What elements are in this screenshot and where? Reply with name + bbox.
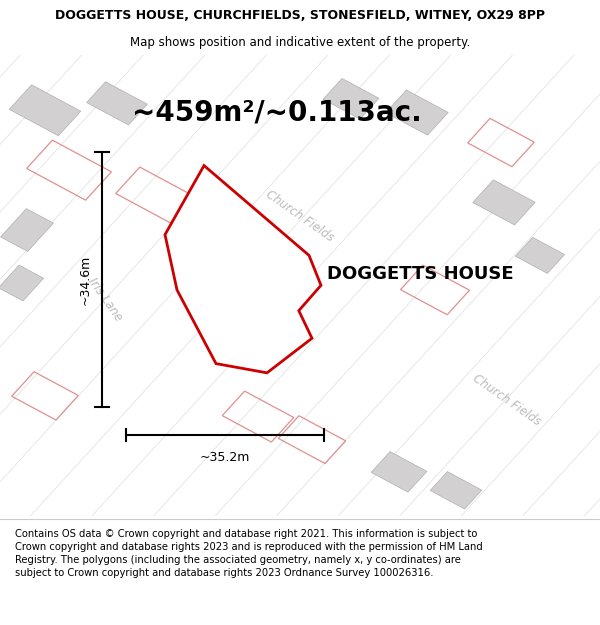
Text: Church Fields: Church Fields — [470, 372, 544, 429]
Polygon shape — [515, 238, 565, 273]
Polygon shape — [371, 452, 427, 492]
Text: DOGGETTS HOUSE: DOGGETTS HOUSE — [327, 265, 514, 282]
Text: ~34.6m: ~34.6m — [78, 254, 91, 304]
Polygon shape — [473, 180, 535, 225]
Text: DOGGETTS HOUSE, CHURCHFIELDS, STONESFIELD, WITNEY, OX29 8PP: DOGGETTS HOUSE, CHURCHFIELDS, STONESFIEL… — [55, 9, 545, 22]
Polygon shape — [86, 82, 148, 125]
Polygon shape — [386, 90, 448, 135]
Text: Iris Lane: Iris Lane — [85, 275, 125, 323]
Polygon shape — [9, 85, 81, 136]
Polygon shape — [430, 472, 482, 509]
Text: Map shows position and indicative extent of the property.: Map shows position and indicative extent… — [130, 36, 470, 49]
Text: ~35.2m: ~35.2m — [200, 451, 250, 464]
Text: Church Fields: Church Fields — [263, 188, 337, 244]
Text: ~459m²/~0.113ac.: ~459m²/~0.113ac. — [132, 99, 422, 127]
Text: Contains OS data © Crown copyright and database right 2021. This information is : Contains OS data © Crown copyright and d… — [15, 529, 483, 578]
Polygon shape — [1, 209, 53, 251]
Polygon shape — [0, 265, 44, 301]
Polygon shape — [165, 166, 321, 373]
Polygon shape — [323, 79, 379, 119]
